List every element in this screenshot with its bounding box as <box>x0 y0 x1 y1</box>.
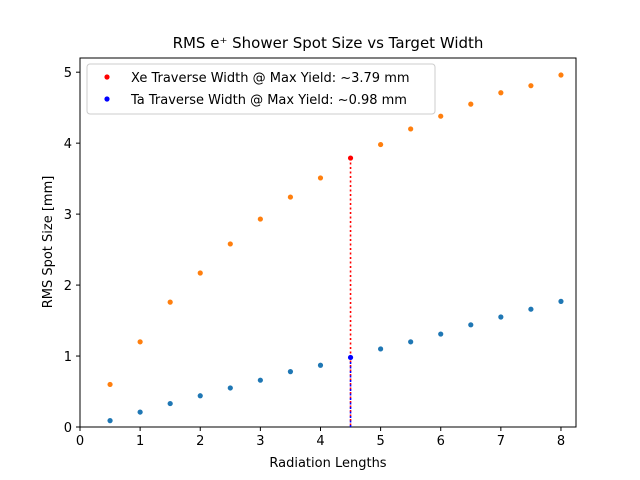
series-0-point <box>438 113 444 119</box>
series-0-point <box>408 126 414 132</box>
series-1-point <box>287 369 294 375</box>
series-1-point <box>137 409 143 415</box>
y-tick-label: 4 <box>64 137 72 152</box>
series-1-point <box>227 385 233 391</box>
series-0-point <box>257 216 263 222</box>
plot-area: 0 1 2 3 4 5 6 7 8 0 1 2 3 4 5 Xe Traverse Width @ Max Y… <box>64 57 577 449</box>
series-1-point <box>257 377 263 383</box>
x-tick-label: 5 <box>376 434 384 449</box>
x-tick-label: 6 <box>437 434 445 449</box>
x-tick-label: 1 <box>136 434 144 449</box>
chart-title: RMS e⁺ Shower Spot Size vs Target Width <box>173 34 484 52</box>
series-1-point <box>468 322 474 328</box>
x-tick-label: 8 <box>557 434 565 449</box>
series-1-point <box>528 306 534 312</box>
legend-label: Xe Traverse Width @ Max Yield: ~3.79 mm <box>131 71 410 86</box>
legend-box <box>86 63 436 115</box>
series-1-point <box>167 400 173 407</box>
x-tick-label: 4 <box>316 434 324 449</box>
x-tick-label: 7 <box>497 434 505 449</box>
series-0-point <box>498 90 504 96</box>
legend-marker <box>104 74 110 80</box>
y-axis-label: RMS Spot Size [mm] <box>41 176 56 309</box>
series-1-point <box>498 314 504 320</box>
y-tick-label: 5 <box>64 66 72 81</box>
series-0-point <box>197 270 203 276</box>
legend: Xe Traverse Width @ Max Yield: ~3.79 mm T… <box>86 63 436 115</box>
axes-frame <box>79 57 577 428</box>
series-1-point <box>408 339 414 345</box>
series-0-point <box>378 141 384 148</box>
y-tick-label: 0 <box>64 421 72 436</box>
highlight-point-0 <box>347 155 354 161</box>
legend-label: Ta Traverse Width @ Max Yield: ~0.98 mm <box>130 93 407 108</box>
series-0-point <box>287 194 294 200</box>
series-0-point <box>137 339 143 345</box>
y-tick-label: 1 <box>64 350 72 365</box>
series-0-point <box>468 101 474 107</box>
series-1-point <box>197 393 203 399</box>
x-tick-label: 2 <box>196 434 204 449</box>
x-axis-label: Radiation Lengths <box>269 456 386 471</box>
series-1-point <box>438 331 444 337</box>
series-0-point <box>528 83 534 89</box>
x-tick-label: 0 <box>76 434 84 449</box>
series-0-point <box>317 175 324 181</box>
y-tick-label: 2 <box>64 279 72 294</box>
series-1-point <box>558 298 564 304</box>
legend-marker <box>104 96 110 102</box>
x-tick-label: 3 <box>256 434 264 449</box>
series-0-point <box>167 299 173 305</box>
series-1-point <box>317 362 324 368</box>
series-0-point <box>107 381 113 388</box>
series-0-point <box>227 241 233 247</box>
series-1-point <box>107 418 113 424</box>
y-tick-label: 3 <box>64 208 72 223</box>
series-1-point <box>378 346 384 352</box>
highlight-point-1 <box>347 354 354 361</box>
series-0-point <box>558 72 564 78</box>
